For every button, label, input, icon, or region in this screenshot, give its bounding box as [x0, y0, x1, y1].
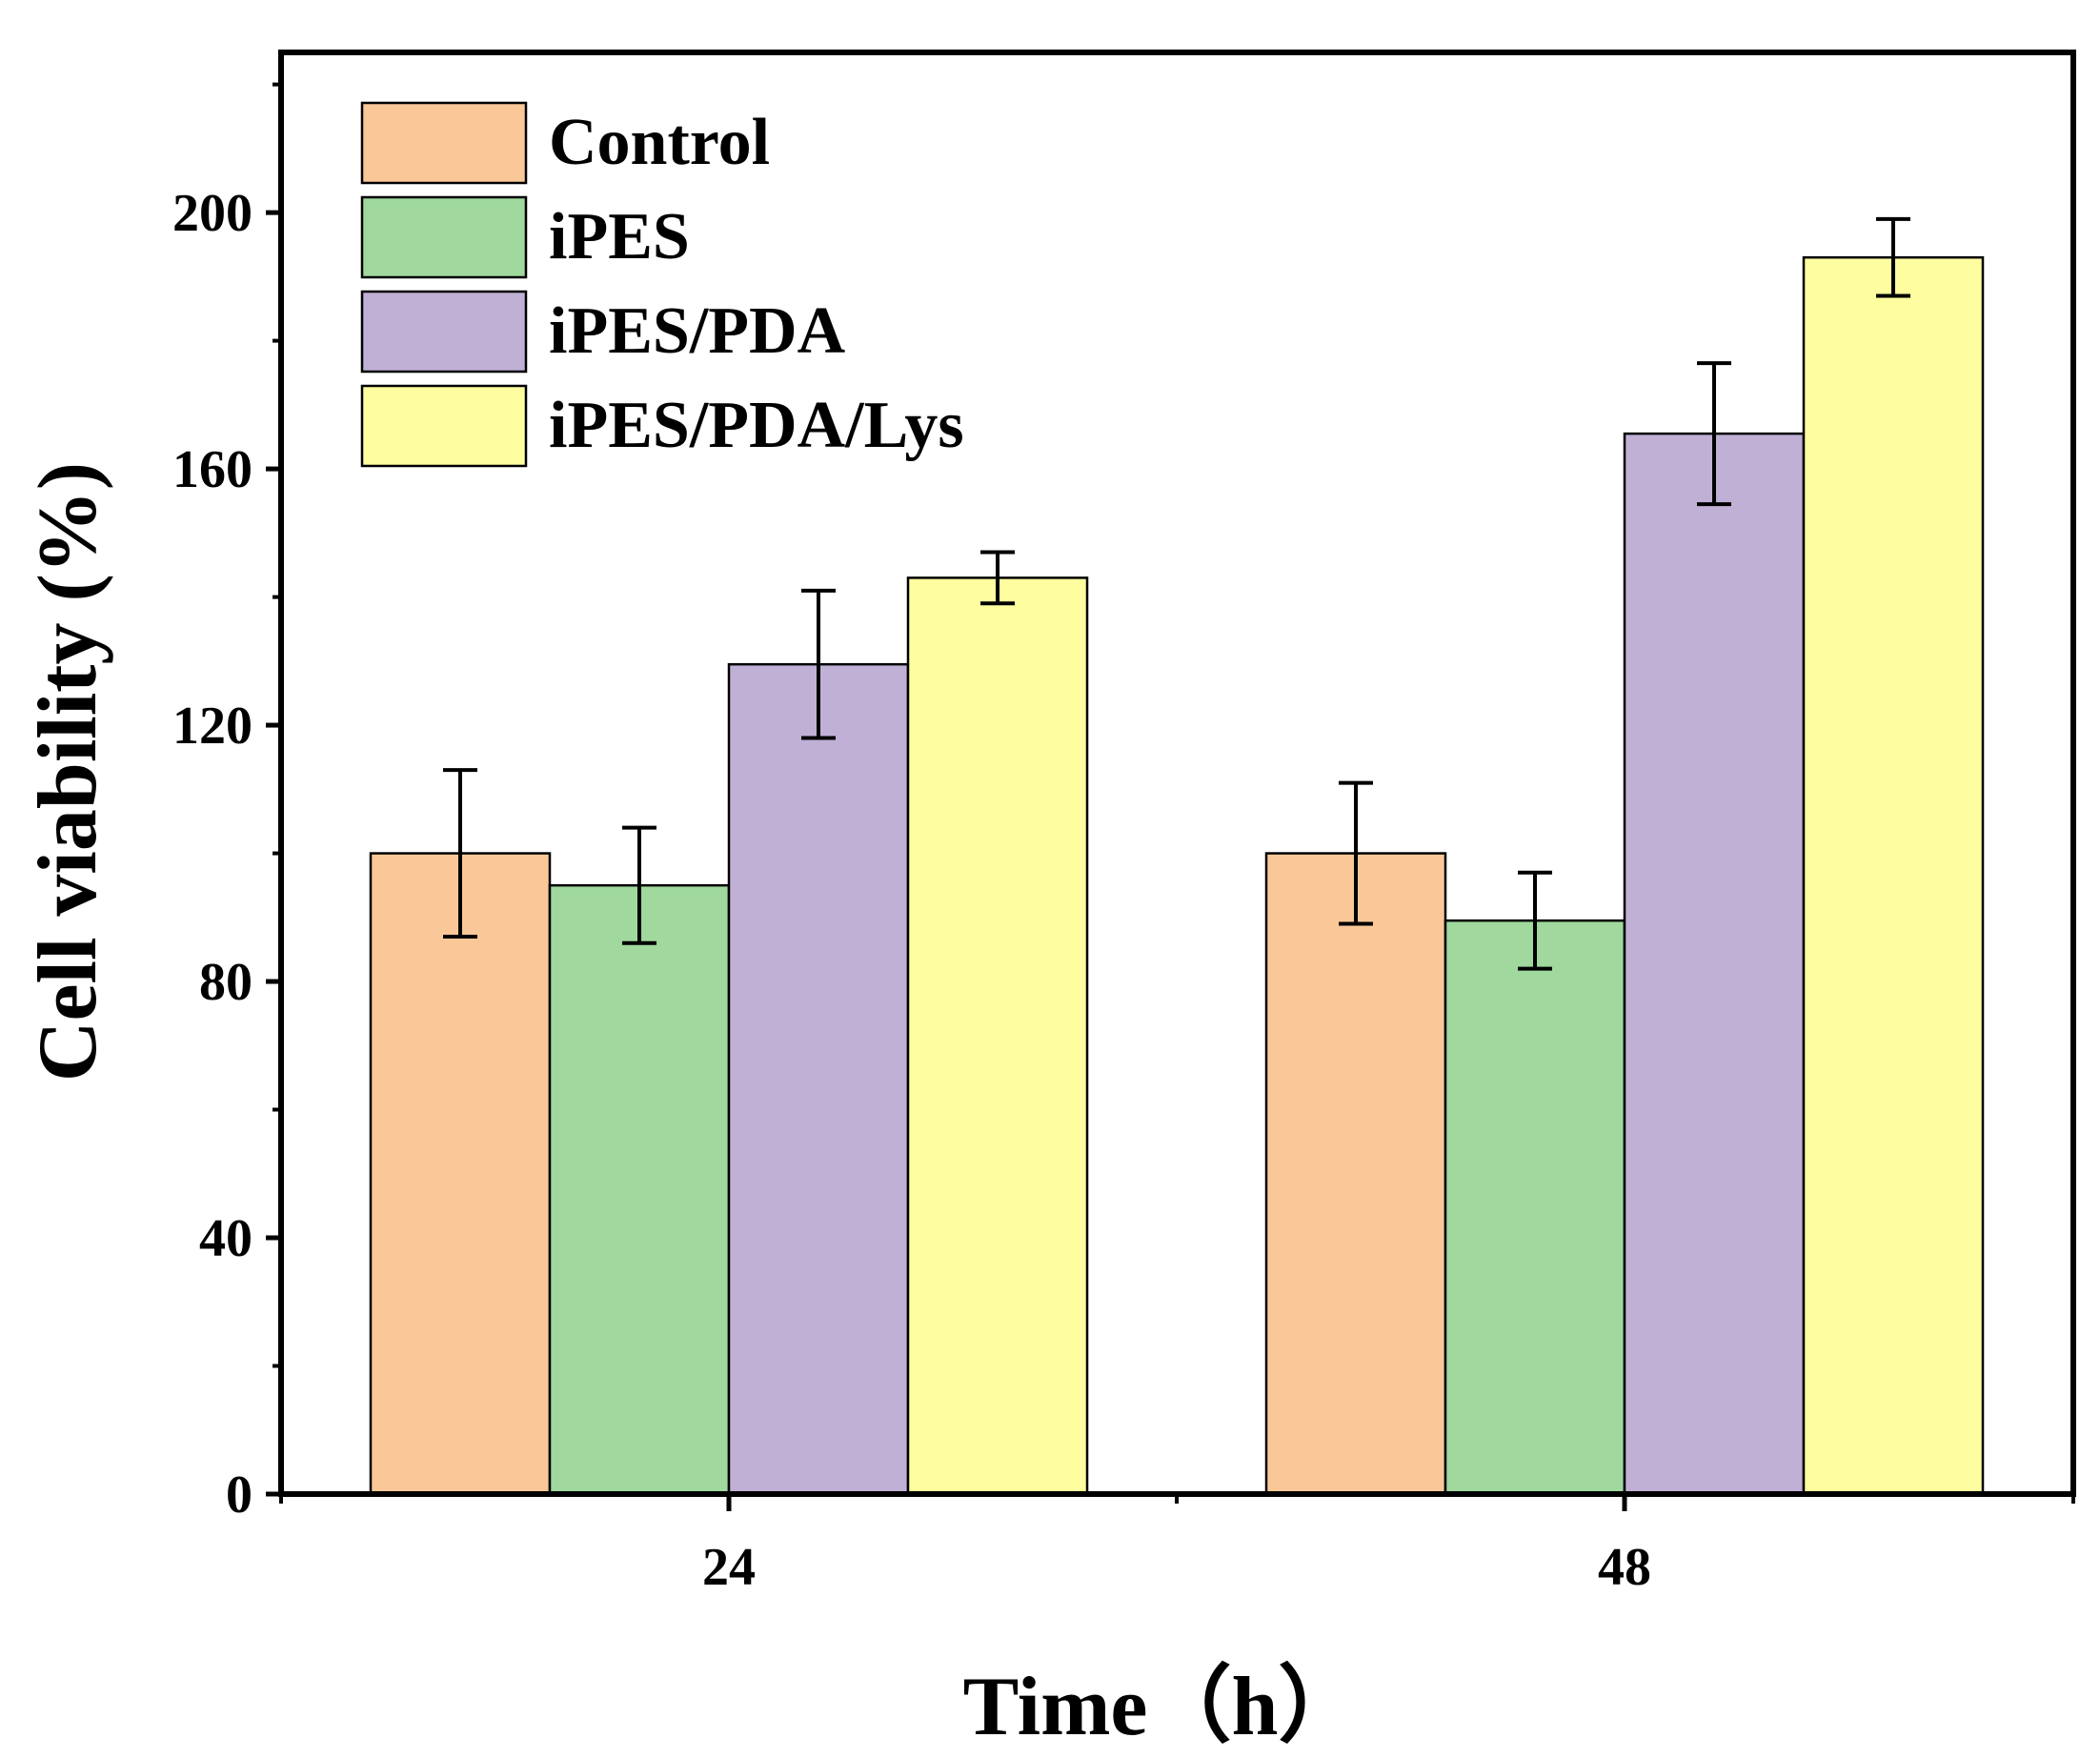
bar-ipes-48 — [1444, 919, 1626, 1496]
legend-label-control: Control — [549, 106, 770, 179]
legend-label-ipes-pda-lys: iPES/PDA/Lys — [549, 389, 964, 462]
y-tick-label: 200 — [172, 184, 252, 243]
legend-swatch-control — [360, 101, 528, 185]
error-bar-control-24 — [443, 768, 477, 939]
error-bar-ipes-pda-lys-24 — [980, 550, 1015, 606]
error-bar-ipes-24 — [622, 825, 656, 945]
legend-label-ipes: iPES — [549, 200, 690, 273]
bar-control-48 — [1264, 852, 1447, 1496]
error-bars-layer — [443, 216, 1910, 971]
ticks-layer: 0 40 80 120 160 200 24 48 — [172, 82, 2075, 1597]
bar-ipes-pda-lys-48 — [1802, 255, 1985, 1496]
y-tick-label: 80 — [199, 953, 252, 1012]
bar-ipes-pda-lys-24 — [906, 576, 1089, 1496]
bar-ipes-pda-24 — [727, 662, 910, 1496]
x-axis-title: Time（h） — [963, 1661, 1363, 1753]
error-bar-ipes-pda-lys-48 — [1876, 216, 1910, 298]
error-bar-ipes-pda-24 — [801, 588, 836, 740]
y-tick-label: 40 — [199, 1209, 252, 1268]
error-bar-ipes-48 — [1518, 870, 1552, 971]
legend: Control iPES iPES/PDA iPES/PDA/Lys — [360, 101, 964, 468]
bar-control-24 — [369, 852, 552, 1496]
y-tick-label: 0 — [226, 1465, 252, 1525]
x-tick-label: 48 — [1598, 1538, 1651, 1597]
error-bar-ipes-pda-48 — [1697, 361, 1731, 507]
legend-swatch-ipes — [360, 195, 528, 279]
x-tick-label: 24 — [702, 1538, 756, 1597]
y-tick-label: 120 — [172, 697, 252, 756]
bars-layer — [369, 255, 1985, 1496]
legend-swatch-ipes-pda-lys — [360, 384, 528, 468]
bar-ipes-24 — [548, 883, 731, 1496]
legend-swatch-ipes-pda — [360, 290, 528, 374]
error-bar-control-48 — [1339, 780, 1373, 926]
y-axis-title: Cell viability (%) — [22, 462, 114, 1081]
bar-ipes-pda-48 — [1623, 432, 1806, 1496]
legend-label-ipes-pda: iPES/PDA — [549, 294, 846, 368]
y-tick-label: 160 — [172, 440, 252, 499]
